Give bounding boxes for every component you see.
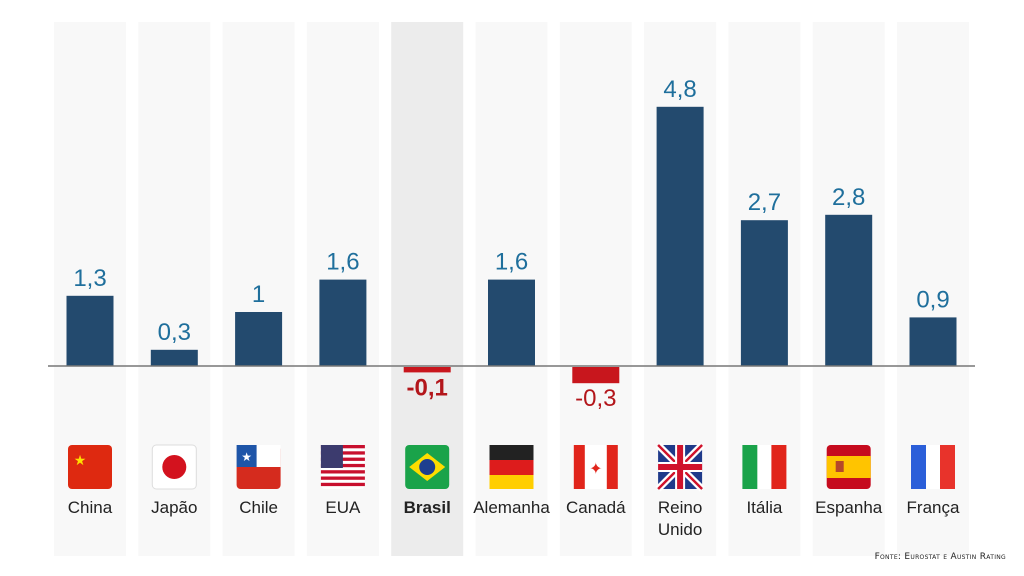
category-label: Chile (239, 498, 278, 517)
category-label: Alemanha (473, 498, 550, 517)
red (771, 445, 787, 489)
source-note: Fonte: Eurostat e Austin Rating (874, 552, 1006, 562)
green (742, 445, 758, 489)
flag-bg (68, 445, 112, 489)
japan-flag-icon (151, 444, 197, 490)
bar-itália (740, 220, 788, 366)
bar-japão (150, 349, 198, 366)
bar-reino-unido (656, 106, 704, 367)
yellow (826, 456, 871, 478)
chile-flag-icon: ★ (236, 445, 281, 489)
red (940, 445, 955, 489)
data-label: 1 (252, 281, 265, 308)
uk-flag-icon (655, 442, 705, 492)
category-label: China (68, 498, 113, 517)
usa-flag-icon (320, 445, 365, 489)
category-label: França (907, 498, 960, 517)
category-label: Unido (658, 520, 702, 539)
category-label: Itália (746, 498, 782, 517)
data-label: 1,6 (495, 249, 528, 276)
bar-eua (319, 279, 367, 366)
h (658, 464, 703, 470)
bar-alemanha (488, 279, 535, 366)
data-label: 2,8 (832, 184, 865, 211)
bar-espanha (825, 214, 873, 366)
italy-flag-icon (742, 445, 787, 489)
blue (236, 445, 257, 467)
right (606, 445, 618, 489)
category-label: Reino (658, 498, 702, 517)
category-label: EUA (325, 498, 361, 517)
black (489, 445, 534, 460)
category-label: Canadá (566, 498, 626, 517)
leaf: ✦ (589, 459, 602, 478)
red (489, 460, 534, 475)
category-label: Japão (151, 498, 197, 517)
data-label: 0,9 (916, 286, 949, 313)
globe (419, 459, 436, 475)
canada-flag-icon: ✦ (573, 445, 618, 489)
spain-flag-icon (826, 445, 871, 489)
brazil-flag-icon (405, 445, 450, 489)
china-flag-icon: ★ (68, 445, 112, 489)
data-label: -0,1 (407, 374, 448, 401)
star: ★ (241, 450, 252, 464)
bar-canadá (572, 367, 620, 384)
sun (162, 455, 187, 479)
canton (320, 445, 343, 468)
star: ★ (74, 453, 87, 469)
emblem (835, 461, 844, 472)
white (926, 445, 940, 489)
germany-flag-icon (489, 445, 534, 489)
data-label: -0,3 (575, 385, 616, 412)
left (573, 445, 585, 489)
france-flag-icon (911, 445, 955, 489)
stripe (320, 482, 365, 487)
data-label: 1,6 (326, 249, 359, 276)
gold (489, 475, 534, 489)
data-label: 1,3 (73, 265, 106, 292)
category-label: Espanha (815, 498, 883, 517)
white (757, 445, 772, 489)
data-label: 0,3 (158, 319, 191, 346)
category-label: Brasil (404, 498, 451, 517)
data-label: 2,7 (748, 189, 781, 216)
data-label: 4,8 (663, 76, 696, 103)
blue (911, 445, 926, 489)
bar-brasil (403, 367, 451, 373)
stripe (320, 470, 365, 474)
bar-frança (909, 317, 957, 366)
stripe (320, 476, 365, 480)
bar-china (66, 295, 114, 366)
bar-chile (235, 312, 283, 366)
